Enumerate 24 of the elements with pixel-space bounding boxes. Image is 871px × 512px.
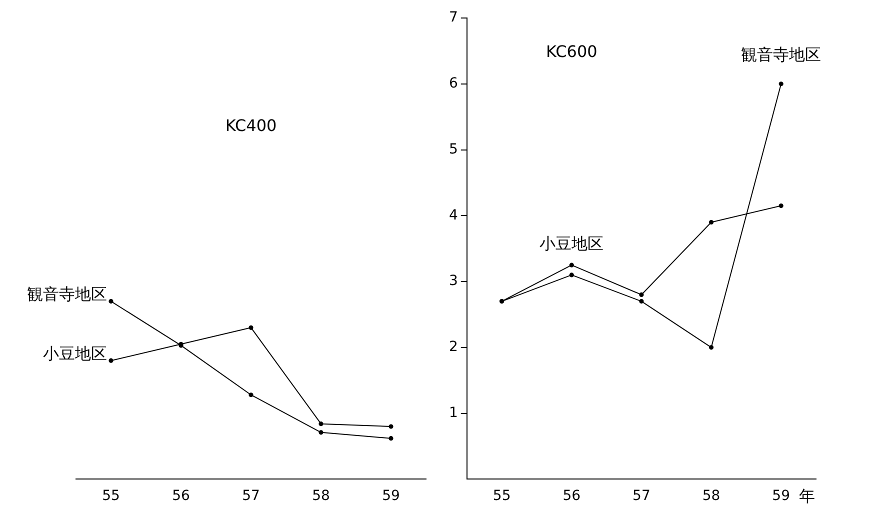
series-label: 観音寺地区 xyxy=(741,45,822,64)
x-tick-label: 56 xyxy=(172,488,190,504)
y-tick-label: 2 xyxy=(448,339,458,356)
y-tick-label: 6 xyxy=(448,76,458,92)
x-tick-label: 57 xyxy=(632,488,650,504)
y-tick-label: 5 xyxy=(448,141,458,158)
x-tick-label: 58 xyxy=(702,488,720,504)
x-tick-label: 59 xyxy=(772,488,790,504)
x-tick-label: 57 xyxy=(242,488,260,504)
series-label: 小豆地区 xyxy=(43,344,107,363)
y-tick-label: 7 xyxy=(448,10,458,26)
text: KC600 xyxy=(546,42,598,62)
x-tick-label: 59 xyxy=(382,488,400,504)
x-tick-label: 56 xyxy=(562,488,581,504)
y-tick-label: 1 xyxy=(448,404,458,421)
x-tick-label: 55 xyxy=(492,488,511,504)
text: KC400 xyxy=(225,116,277,136)
series-label: 小豆地区 xyxy=(540,234,604,254)
x-tick-label: 58 xyxy=(312,488,330,504)
x-tick-label: 55 xyxy=(102,488,120,504)
series-label: 観音寺地区 xyxy=(27,284,107,304)
x-axis-title: 年 xyxy=(799,486,816,506)
y-tick-label: 4 xyxy=(448,207,458,224)
y-tick-label: 3 xyxy=(448,273,458,290)
